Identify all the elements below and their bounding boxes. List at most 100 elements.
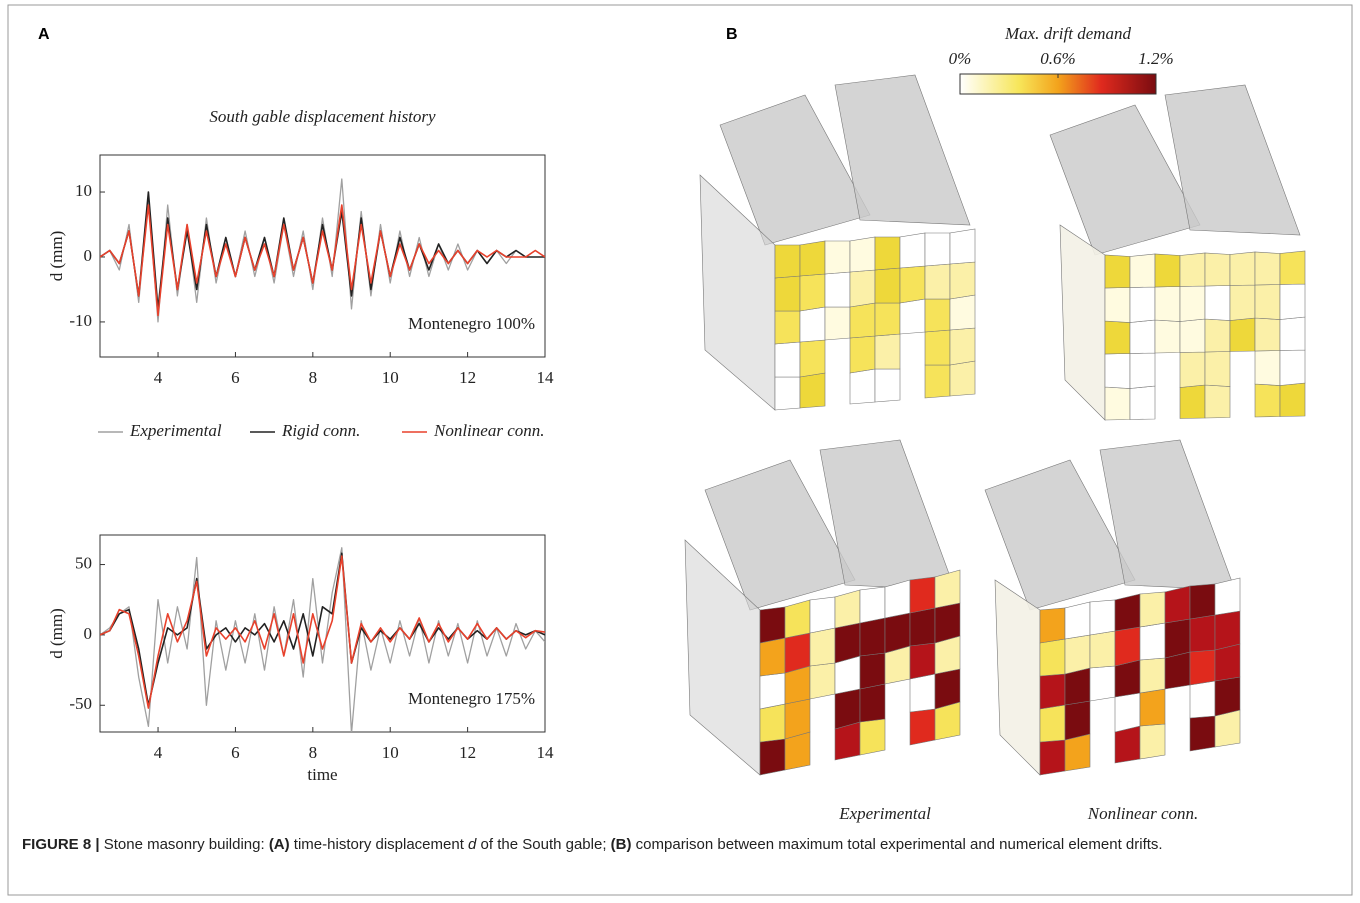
wall-element	[875, 334, 900, 369]
wall-element	[1105, 255, 1130, 288]
wall-element	[785, 699, 810, 739]
colorbar-tick-label: 0.6%	[1040, 49, 1075, 68]
wall-element	[825, 241, 850, 274]
wall-element	[1215, 644, 1240, 681]
wall-element	[925, 365, 950, 398]
wall-element	[835, 623, 860, 663]
wall-element	[800, 340, 825, 377]
wall-element	[1140, 623, 1165, 660]
wall-element	[900, 299, 925, 334]
y-tick-label: -10	[69, 311, 92, 330]
wall-element	[1065, 734, 1090, 771]
figure: A B Max. drift demand Experimental Nonli…	[0, 0, 1360, 903]
wall-element	[925, 233, 950, 266]
wall-element	[860, 684, 885, 722]
wall-element	[1180, 253, 1205, 287]
wall-element	[1130, 320, 1155, 354]
x-tick-label: 14	[537, 743, 555, 762]
wall-element	[860, 587, 885, 623]
colorbar-tick-label: 0%	[949, 49, 972, 68]
wall-element	[810, 628, 835, 666]
wall-element	[810, 597, 835, 633]
wall-element	[1140, 658, 1165, 693]
wall-element	[1115, 660, 1140, 697]
wall-element	[1130, 353, 1155, 389]
panel-label: B	[726, 26, 738, 43]
wall-element	[800, 373, 825, 408]
wall-element	[775, 311, 800, 344]
wall-element	[775, 276, 800, 311]
y-tick-label: 0	[84, 246, 93, 265]
wall-element	[1040, 608, 1065, 643]
legend-label: Nonlinear conn.	[433, 421, 545, 440]
plot-lines	[100, 179, 545, 322]
wall-element	[1255, 252, 1280, 285]
wall-element	[1040, 740, 1065, 775]
wall-element	[1215, 578, 1240, 615]
wall-element	[775, 245, 800, 278]
wall-element	[910, 577, 935, 613]
legend-label: Experimental	[129, 421, 222, 440]
wall-element	[800, 307, 825, 342]
wall-element	[1280, 350, 1305, 386]
wall-element	[825, 307, 850, 340]
wall-element	[1180, 286, 1205, 322]
wall-element	[835, 689, 860, 729]
wall-element	[885, 613, 910, 653]
wall-element	[760, 638, 785, 676]
wall-element	[1155, 320, 1180, 353]
y-tick-label: -50	[69, 694, 92, 713]
wall-element	[1130, 254, 1155, 288]
y-axis-label: d (mm)	[47, 608, 66, 659]
caption-text: (B)	[611, 836, 632, 853]
wall-element	[1190, 650, 1215, 685]
caption-label: FIGURE 8 |	[22, 836, 100, 853]
wall-element	[1280, 317, 1305, 351]
wall-element	[1130, 287, 1155, 323]
wall-element	[810, 663, 835, 699]
wall-element	[1065, 701, 1090, 740]
wall-element	[1065, 668, 1090, 705]
wall-element	[1190, 681, 1215, 718]
wall-element	[1090, 631, 1115, 668]
wall-element	[1140, 689, 1165, 726]
x-axis-label: time	[307, 765, 337, 784]
wall-element	[1255, 384, 1280, 417]
wall-element	[925, 264, 950, 299]
wall-element	[760, 607, 785, 643]
wall-element	[1215, 611, 1240, 650]
annotation: Montenegro 100%	[408, 314, 535, 333]
wall-element	[1105, 288, 1130, 323]
wall-element	[1140, 592, 1165, 627]
y-tick-label: 50	[75, 553, 92, 572]
wall-element	[1165, 652, 1190, 689]
wall-element	[1065, 635, 1090, 674]
wall-element	[1115, 594, 1140, 631]
legend-label: Rigid conn.	[281, 421, 360, 440]
wall-element	[1140, 724, 1165, 759]
figure-caption: FIGURE 8 | Stone masonry building: (A) t…	[22, 832, 1312, 857]
wall-element	[925, 299, 950, 332]
wall-element	[950, 295, 975, 330]
wall-element	[1090, 600, 1115, 635]
wall-element	[850, 270, 875, 307]
wall-element	[1255, 285, 1280, 320]
wall-element	[860, 719, 885, 755]
wall-element	[1280, 284, 1305, 320]
wall-element	[825, 272, 850, 307]
x-tick-label: 12	[459, 743, 476, 762]
caption-text: time-history displacement	[290, 836, 468, 853]
wall-element	[1155, 254, 1180, 287]
wall-element	[1040, 674, 1065, 709]
wall-element	[1115, 693, 1140, 732]
wall-element	[910, 709, 935, 745]
wall-element	[800, 274, 825, 311]
wall-element	[1190, 615, 1215, 652]
y-axis-label: d (mm)	[47, 231, 66, 282]
wall-element	[860, 618, 885, 656]
wall-element	[935, 570, 960, 608]
wall-element	[950, 361, 975, 396]
y-tick-label: 10	[75, 181, 92, 200]
wall-element	[935, 669, 960, 709]
annotation: Montenegro 175%	[408, 689, 535, 708]
